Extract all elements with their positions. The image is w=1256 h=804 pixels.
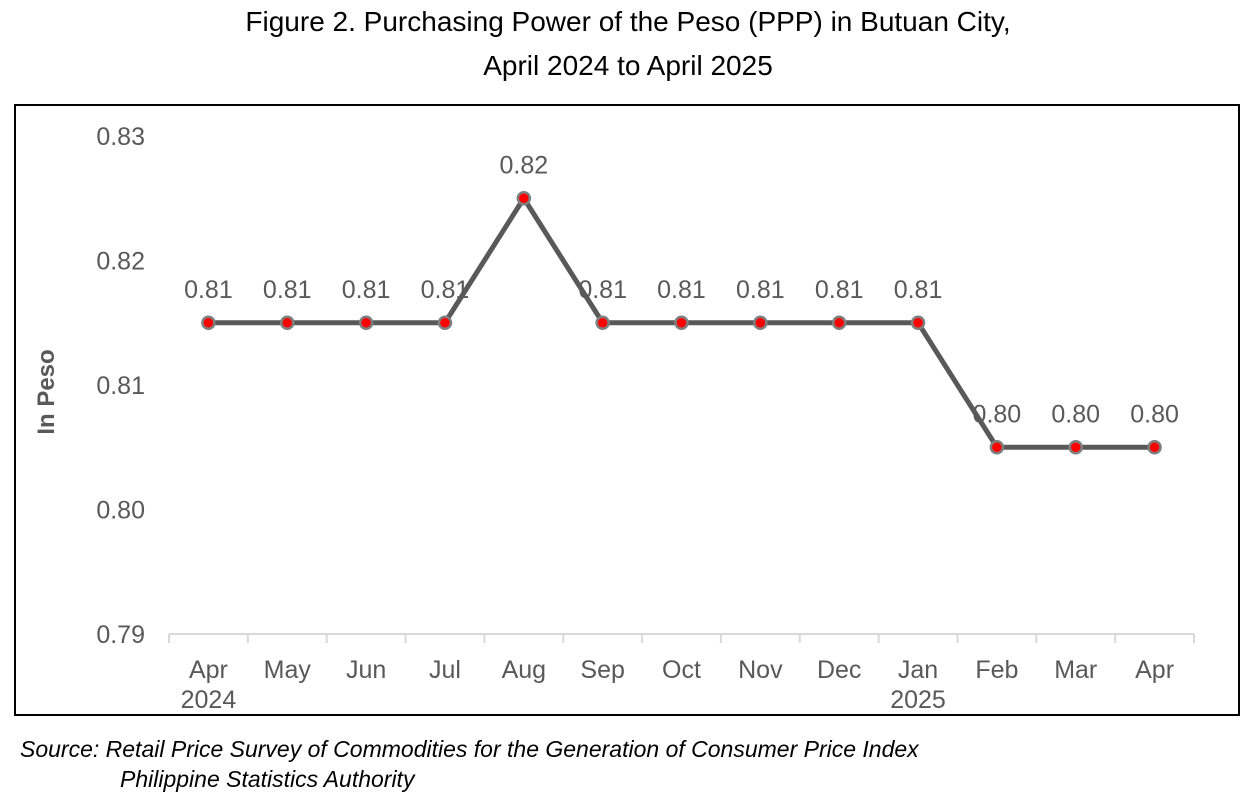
x-tick-label: Jun	[346, 656, 386, 684]
x-tick-label: Feb	[975, 656, 1018, 684]
data-label: 0.81	[184, 276, 233, 304]
y-tick-label: 0.81	[96, 372, 145, 400]
data-label: 0.81	[342, 276, 391, 304]
data-label: 0.80	[973, 400, 1022, 428]
source-line1: Source: Retail Price Survey of Commoditi…	[20, 734, 919, 764]
chart-title-line2: April 2024 to April 2025	[483, 50, 773, 81]
x-tick-label: Mar	[1054, 656, 1097, 684]
data-point	[753, 315, 768, 330]
x-tick-label: Apr	[1135, 656, 1174, 684]
data-label: 0.80	[1130, 400, 1179, 428]
data-point	[1068, 440, 1083, 455]
source-label: Source:	[20, 736, 100, 762]
y-tick-label: 0.79	[96, 621, 145, 649]
data-label: 0.82	[499, 151, 548, 179]
x-tick-label: Jul	[429, 656, 461, 684]
data-label: 0.81	[578, 276, 627, 304]
data-point	[516, 191, 532, 206]
data-label: 0.81	[421, 276, 470, 304]
data-label: 0.81	[736, 276, 785, 304]
data-label: 0.80	[1051, 400, 1100, 428]
y-tick-label: 0.82	[96, 248, 145, 276]
data-point	[831, 315, 847, 330]
x-tick-label: Aug	[502, 656, 546, 684]
x-tick-label: Apr	[189, 656, 228, 684]
y-tick-label: 0.83	[96, 123, 145, 151]
data-point	[437, 315, 453, 330]
chart-title-line1: Figure 2. Purchasing Power of the Peso (…	[245, 6, 1011, 37]
data-point	[595, 315, 610, 330]
data-label: 0.81	[894, 276, 943, 304]
data-label: 0.81	[815, 276, 864, 304]
x-tick-label: Dec	[817, 656, 861, 684]
chart-frame	[14, 104, 1240, 716]
x-tick-label: May	[264, 656, 312, 684]
data-point	[280, 315, 295, 330]
data-point	[358, 315, 374, 330]
y-tick-label: 0.80	[96, 497, 145, 525]
data-point	[989, 440, 1005, 455]
x-tick-label: Jan	[898, 656, 938, 684]
x-tick-label: Nov	[738, 656, 783, 684]
data-label: 0.81	[263, 276, 312, 304]
y-axis-label: In Peso	[33, 349, 60, 434]
x-year-label: 2024	[181, 686, 237, 714]
source-text: Retail Price Survey of Commodities for t…	[105, 736, 919, 762]
x-tick-label: Sep	[580, 656, 624, 684]
data-point	[674, 315, 689, 330]
x-year-label: 2025	[890, 686, 946, 714]
data-point	[910, 315, 926, 330]
x-tick-label: Oct	[662, 656, 701, 684]
data-label: 0.81	[657, 276, 706, 304]
source-line2: Philippine Statistics Authority	[120, 766, 415, 792]
data-point	[1147, 440, 1162, 455]
data-point	[201, 315, 216, 330]
